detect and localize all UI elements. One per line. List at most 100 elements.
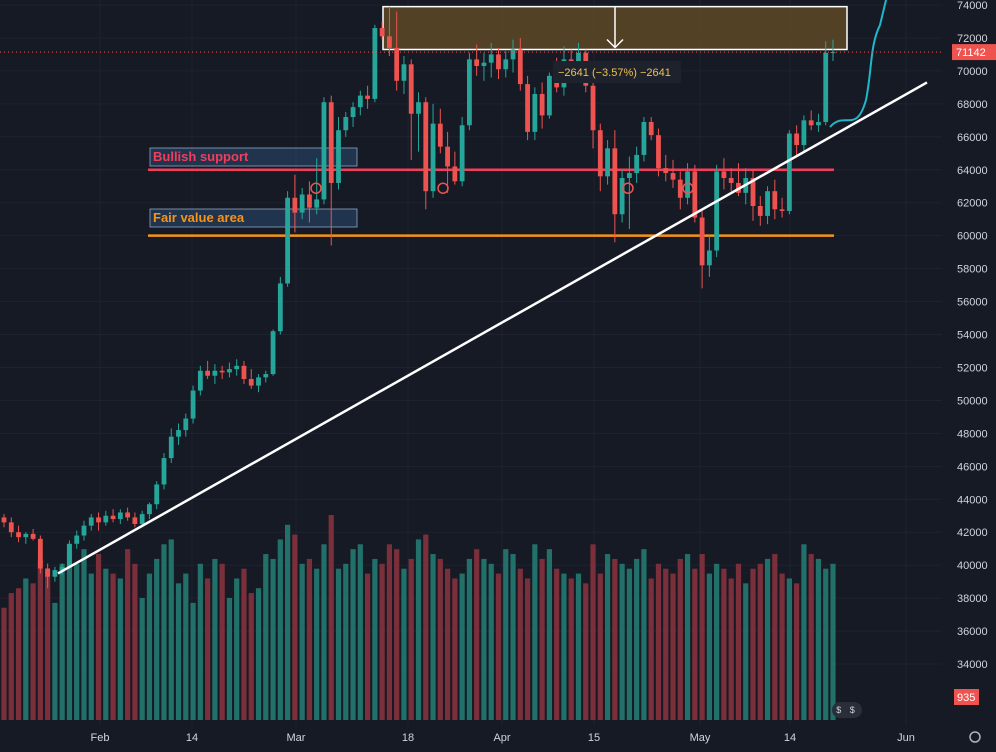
candle-body	[750, 178, 756, 207]
candle-body	[430, 123, 436, 192]
volume-bar	[379, 563, 385, 720]
volume-bar	[270, 558, 276, 720]
volume-bar	[677, 558, 683, 720]
volume-bar	[561, 573, 567, 720]
volume-bar	[219, 563, 225, 720]
volume-bar	[146, 573, 153, 720]
volume-bar	[772, 554, 778, 720]
volume-tag	[954, 689, 979, 705]
volume-bar	[815, 558, 822, 720]
volume-bar	[779, 573, 785, 720]
volume-bar	[350, 549, 356, 720]
level-label-box	[149, 208, 358, 228]
candle-body	[757, 206, 763, 216]
volume-bar	[241, 568, 247, 720]
x-axis-panel	[0, 725, 996, 747]
candle-body	[692, 171, 698, 218]
candle-body	[488, 54, 494, 63]
candle-body	[59, 566, 65, 571]
volume-bar	[277, 539, 283, 720]
y-tick-label: 66000	[957, 132, 988, 144]
candle-body	[263, 374, 269, 378]
volume-bar	[510, 554, 516, 720]
candle-body	[408, 64, 414, 114]
volume-bar	[764, 558, 771, 720]
candle-body	[161, 458, 167, 485]
volume-bar	[1, 607, 7, 720]
projection-line	[829, 0, 887, 128]
volume-bar	[488, 563, 494, 720]
candle-body	[248, 379, 254, 386]
candle-body	[612, 148, 618, 215]
volume-bar	[619, 563, 625, 720]
volume-bar	[503, 549, 509, 720]
currency-badges[interactable]: $ $	[832, 702, 862, 718]
volume-bar	[626, 568, 632, 720]
candle-body	[30, 533, 36, 539]
volume-bar	[495, 573, 502, 720]
candle-body	[103, 515, 109, 523]
volume-bar	[168, 539, 174, 720]
volume-bar	[801, 544, 807, 720]
candle-body	[285, 197, 291, 284]
retest-marker	[682, 182, 694, 194]
volume-bar	[37, 558, 43, 720]
candle-body	[81, 525, 87, 536]
volume-bar	[714, 563, 720, 720]
volume-bar	[524, 578, 531, 720]
y-tick-label: 44000	[957, 494, 988, 506]
candle-body	[350, 107, 356, 118]
candle-body	[663, 168, 669, 174]
volume-bar	[306, 558, 313, 720]
candle-body	[816, 121, 821, 126]
volume-bar	[372, 558, 378, 720]
candle-body	[183, 418, 189, 431]
volume-bar	[255, 588, 262, 720]
volume-bar	[757, 563, 763, 720]
volume-bar	[444, 568, 451, 720]
volume-bar	[45, 568, 51, 720]
volume-bar	[8, 593, 14, 720]
measure-label-box	[553, 61, 681, 83]
volume-bar	[692, 568, 698, 720]
candle-body	[532, 93, 538, 132]
y-tick-label: 54000	[957, 330, 988, 342]
candle-body	[634, 154, 640, 174]
volume-bar	[604, 554, 611, 720]
volume-bar	[568, 578, 574, 720]
candle-body	[1, 517, 7, 523]
candle-body	[227, 369, 232, 373]
volume-bar	[634, 558, 640, 720]
volume-bar	[670, 573, 676, 720]
candle-body	[314, 199, 320, 208]
volume-bar	[321, 544, 327, 720]
volume-bar	[66, 544, 73, 720]
volume-bar	[394, 549, 400, 720]
volume-bar	[539, 558, 545, 720]
y-tick-label: 70000	[957, 66, 988, 78]
volume-bar	[423, 534, 429, 720]
candle-body	[168, 436, 174, 459]
y-tick-label: 72000	[957, 33, 988, 45]
candle-body	[197, 370, 203, 391]
retest-marker	[437, 182, 449, 194]
volume-bar	[285, 524, 291, 720]
y-tick-label: 68000	[957, 99, 988, 111]
volume-bar	[132, 563, 138, 720]
x-tick-label: Feb	[91, 732, 110, 744]
volume-bar	[248, 593, 254, 720]
trendline	[57, 81, 928, 575]
candle-body	[277, 283, 283, 332]
y-tick-label: 48000	[957, 428, 988, 440]
candle-body	[372, 28, 378, 99]
x-tick-label: 15	[588, 732, 600, 744]
candle-body	[357, 95, 363, 108]
candle-body	[176, 430, 181, 437]
candle-body	[677, 179, 683, 198]
measure-label: −2641 (−3.57%) −2641	[558, 67, 671, 79]
volume-bar	[437, 558, 443, 720]
retest-marker	[622, 182, 634, 194]
x-tick-label: Jun	[897, 732, 915, 744]
